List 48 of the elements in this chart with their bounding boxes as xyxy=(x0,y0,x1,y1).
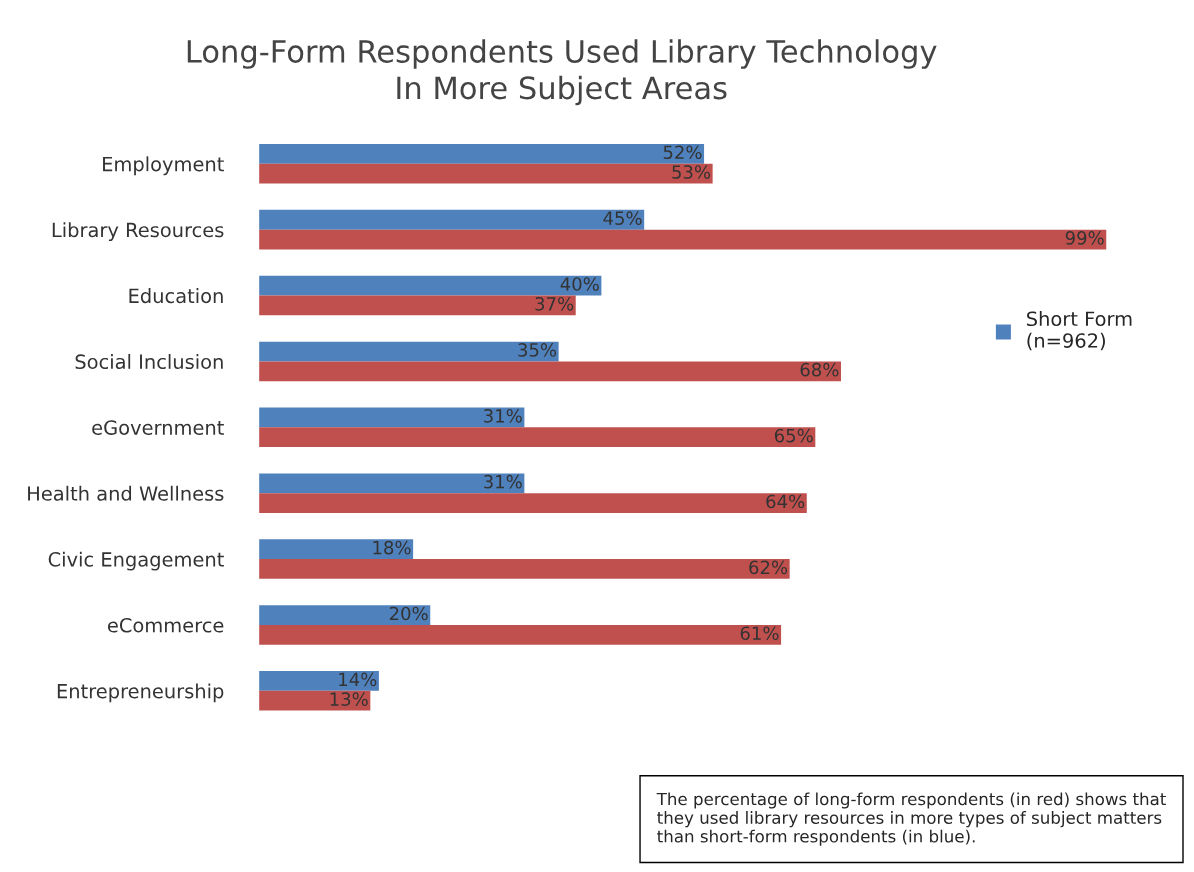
data-label: 61% xyxy=(740,626,779,641)
data-label: 40% xyxy=(560,277,599,291)
data-label: 20% xyxy=(389,606,428,621)
data-label: 31% xyxy=(484,408,522,423)
bar xyxy=(259,671,379,691)
data-label: 37% xyxy=(535,296,574,311)
y-tick-label: Health and Wellness xyxy=(28,485,224,501)
data-label: 64% xyxy=(766,494,805,509)
legend-label: Short Form (n=962) xyxy=(1027,311,1132,351)
bar xyxy=(259,295,576,316)
data-label: 14% xyxy=(339,672,377,687)
text: The percentage of long-form respondents (in red) shows that they used library resources in more types of subject matters than short-form respondents (in blue). xyxy=(656,792,1166,846)
bar xyxy=(259,361,841,382)
bar xyxy=(259,229,1107,250)
y-tick-label: Social Inclusion xyxy=(75,354,223,370)
y-tick-label: Library Resources xyxy=(52,222,224,242)
bar xyxy=(259,559,790,579)
bar xyxy=(259,143,705,164)
bar xyxy=(259,624,782,645)
y-tick-label: eCommerce xyxy=(107,617,224,633)
data-label: 53% xyxy=(672,165,711,179)
chart-title: Long-Form Respondents Used Library Technology In More Subject Areas xyxy=(187,39,937,106)
y-tick-label: Education xyxy=(129,288,223,304)
data-label: 52% xyxy=(663,145,702,160)
bar xyxy=(259,539,414,560)
bar xyxy=(259,163,713,184)
y-tick-label: Employment xyxy=(103,156,224,176)
bar xyxy=(259,407,525,428)
data-label: 65% xyxy=(774,428,813,443)
bar xyxy=(259,493,807,513)
data-label: 45% xyxy=(603,211,642,225)
bar xyxy=(259,341,559,362)
data-label: 18% xyxy=(373,540,411,555)
data-label: 13% xyxy=(330,692,368,706)
y-tick-label: eGovernment xyxy=(92,420,224,435)
y-tick-label: Entrepreneurship xyxy=(57,683,224,703)
bar xyxy=(259,275,602,296)
data-label: 35% xyxy=(518,343,557,357)
data-label: 31% xyxy=(484,474,522,489)
bar xyxy=(259,427,816,448)
data-label: 68% xyxy=(800,362,839,377)
data-label: 99% xyxy=(1065,231,1104,245)
bar xyxy=(259,690,371,711)
bar xyxy=(259,605,431,625)
bar xyxy=(259,473,525,494)
data-label: 62% xyxy=(749,560,788,575)
bar xyxy=(259,209,645,230)
y-tick-label: Civic Engagement xyxy=(48,551,224,571)
